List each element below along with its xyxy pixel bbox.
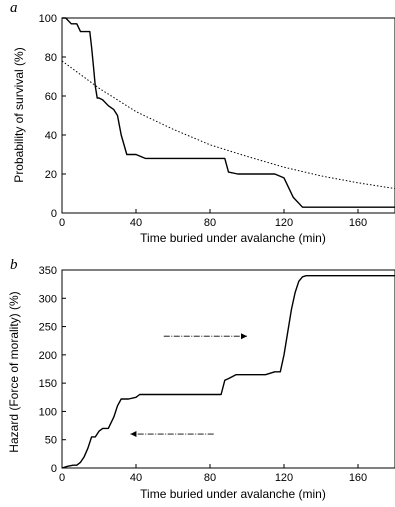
panel-a-y-tick-label: 0 xyxy=(51,208,57,220)
panel-a-series-dotted-curve-line xyxy=(61,60,395,190)
panel-b-x-tick-label: 0 xyxy=(59,472,65,484)
panel-b-y-tick-label: 50 xyxy=(45,435,57,447)
panel-a-y-tick-label: 40 xyxy=(45,130,57,142)
panel-b-y-axis-label: Hazard (Force of morality) (%) xyxy=(7,291,21,452)
panel-b-plot-area xyxy=(61,269,395,469)
annotation-arrow-right-head xyxy=(241,333,247,340)
panel-b-ticks: 0 40 80 120 160 0 50 100 150 200 250 300 350 xyxy=(39,265,368,484)
panel-a-y-tick-label: 60 xyxy=(45,91,57,103)
panel-b-y-tick-label: 200 xyxy=(39,350,57,362)
panel-a-x-tick-label: 80 xyxy=(204,217,216,229)
panel-b-series-solid-step-line xyxy=(61,275,395,469)
panel-b-x-axis-label: Time buried under avalanche (min) xyxy=(140,487,326,501)
panel-a-x-axis-label: Time buried under avalanche (min) xyxy=(140,231,326,245)
panel-b-x-tick-label: 160 xyxy=(349,472,367,484)
panel-b-x-tick-label: 40 xyxy=(130,472,142,484)
panel-a-plot-area xyxy=(61,17,395,214)
panel-b-x-tick-label: 80 xyxy=(204,472,216,484)
panel-a-y-tick-label: 100 xyxy=(39,13,57,25)
panel-b-y-tick-label: 150 xyxy=(39,378,57,390)
panel-a-x-tick-label: 160 xyxy=(349,217,367,229)
panel-a-label: a xyxy=(10,0,18,16)
panel-b-label: b xyxy=(10,257,18,273)
panel-b-y-tick-label: 100 xyxy=(39,406,57,418)
panel-b-y-tick-label: 250 xyxy=(39,322,57,334)
panel-a-x-tick-label: 120 xyxy=(275,217,293,229)
annotation-arrow-left-head xyxy=(130,431,137,438)
panel-b-y-tick-label: 350 xyxy=(39,265,57,277)
panel-b-annotations xyxy=(130,333,247,438)
panel-a-x-tick-label: 0 xyxy=(59,217,65,229)
panel-a-y-axis-label: Probability of survival (%) xyxy=(12,47,26,182)
panel-a-x-tick-label: 40 xyxy=(130,217,142,229)
panel-a-ticks: 0 40 80 120 160 0 20 40 60 80 100 xyxy=(39,13,368,229)
panel-b-y-tick-label: 0 xyxy=(51,463,57,475)
panel-a: a 0 40 80 120 160 0 20 40 60 80 100 Time buried un… xyxy=(10,0,395,245)
panel-a-series-solid-step-line xyxy=(62,17,395,208)
panel-b: b 0 40 80 120 160 0 50 100 150 200 250 300 350 Time … xyxy=(7,257,395,501)
panel-b-series xyxy=(61,275,395,469)
panel-b-y-tick-label: 300 xyxy=(39,293,57,305)
panel-a-series xyxy=(61,17,395,208)
panel-a-y-tick-label: 80 xyxy=(45,52,57,64)
panel-a-y-tick-label: 20 xyxy=(45,169,57,181)
panel-b-x-tick-label: 120 xyxy=(275,472,293,484)
